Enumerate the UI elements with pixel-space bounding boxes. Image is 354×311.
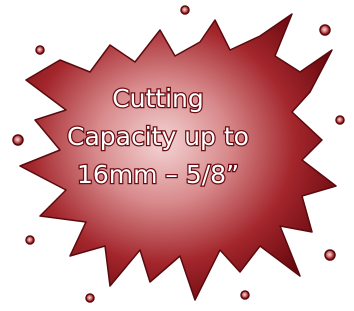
splash-body [20,14,336,300]
droplet [325,250,335,260]
splash [13,6,344,302]
droplet [26,236,34,244]
droplet [241,291,249,299]
droplet [336,116,344,124]
droplet [320,25,330,35]
droplet [13,135,23,145]
droplet [181,6,189,14]
splash-graphic: Cutting Capacity up to 16mm – 5/8” [0,0,354,311]
caption-line: 16mm – 5/8” [77,160,239,189]
droplet [36,46,44,54]
caption-line: Cutting [112,84,204,113]
droplet [86,294,94,302]
caption-line: Capacity up to [67,122,249,151]
page: Cutting Capacity up to 16mm – 5/8” (() =… [0,0,354,311]
